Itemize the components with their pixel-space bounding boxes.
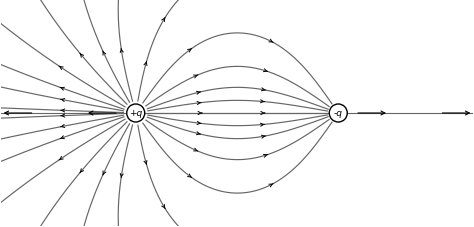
Text: -q: -q — [334, 109, 343, 118]
Circle shape — [127, 105, 145, 122]
Circle shape — [329, 105, 347, 122]
Text: +q: +q — [129, 109, 142, 118]
